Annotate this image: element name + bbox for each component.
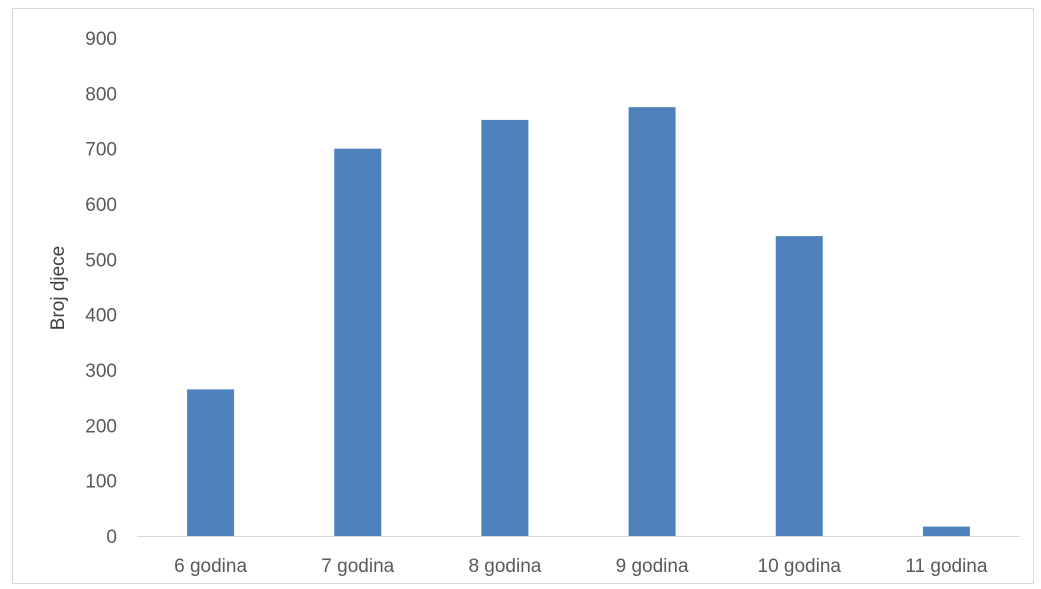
y-tick-label: 600 (85, 195, 117, 216)
y-axis-tick-labels: 0 100 200 300 400 500 600 700 800 900 (85, 29, 117, 548)
y-tick-label: 400 (85, 306, 117, 327)
bar (187, 389, 235, 536)
x-category-label: 10 godina (758, 556, 842, 577)
bars (187, 107, 970, 537)
bar (775, 236, 823, 537)
y-tick-label: 300 (85, 361, 117, 382)
y-axis-title: Broj djece (48, 246, 69, 331)
y-tick-label: 700 (85, 140, 117, 161)
x-category-label: 9 godina (616, 556, 689, 577)
y-tick-label: 0 (106, 527, 117, 548)
y-tick-label: 100 (85, 472, 117, 493)
x-category-label: 11 godina (905, 556, 987, 577)
bar (922, 526, 970, 536)
y-tick-label: 900 (85, 29, 117, 50)
bar (481, 119, 529, 536)
bar (334, 148, 382, 536)
x-category-label: 6 godina (174, 556, 247, 577)
y-tick-label: 800 (85, 84, 117, 105)
x-category-label: 8 godina (468, 556, 541, 577)
y-tick-label: 200 (85, 416, 117, 437)
y-tick-label: 500 (85, 250, 117, 271)
bar (628, 107, 676, 537)
x-axis-category-labels: 6 godina 7 godina 8 godina 9 godina 10 godin… (174, 556, 988, 577)
x-category-label: 7 godina (321, 556, 394, 577)
